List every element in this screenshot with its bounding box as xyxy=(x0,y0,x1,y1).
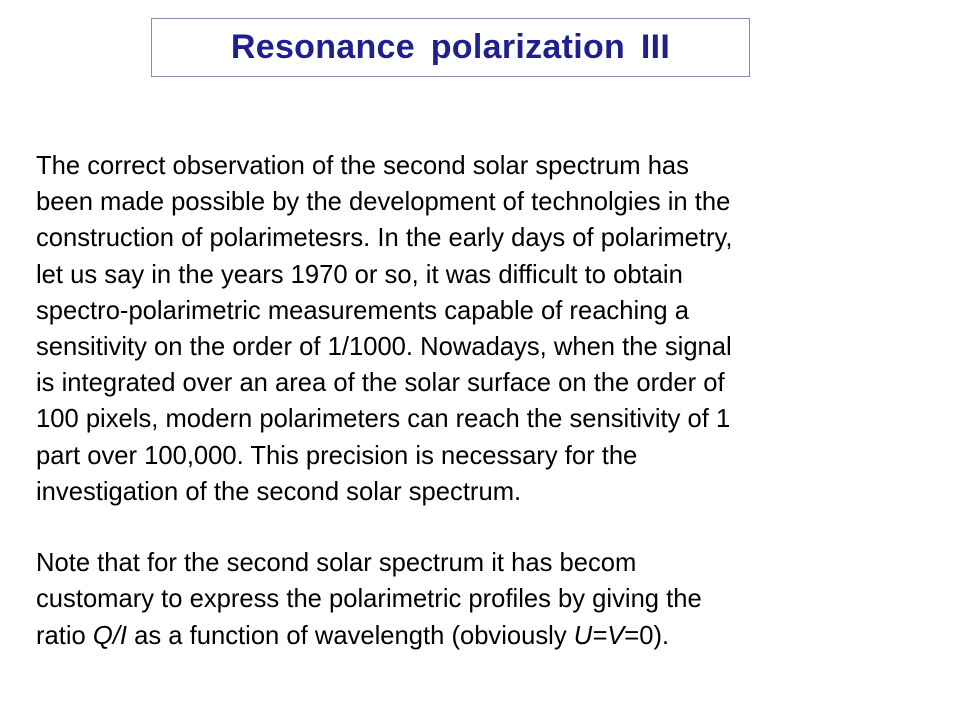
italic-variable-uv: U=V xyxy=(573,621,625,650)
paragraph-1-line: investigation of the second solar spectr… xyxy=(36,477,522,506)
paragraph-1-line: part over 100,000. This precision is nec… xyxy=(36,441,638,470)
italic-variable-qi: Q/I xyxy=(92,621,128,650)
slide-body: The correct observation of the second so… xyxy=(36,148,936,654)
paragraph-1-line: let us say in the years 1970 or so, it w… xyxy=(36,260,683,289)
text-fragment: as a function of wavelength (obviously xyxy=(127,621,574,650)
paragraph-1-line: is integrated over an area of the solar … xyxy=(36,369,725,398)
paragraph-2-line: customary to express the polarimetric pr… xyxy=(36,585,702,614)
paragraph-1-line: been made possible by the development of… xyxy=(36,188,731,217)
paragraph-1-line: sensitivity on the order of 1/1000. Nowa… xyxy=(36,333,732,362)
paragraph-2-line-3: ratio Q/I as a function of wavelength (o… xyxy=(36,618,936,654)
paragraph-1-line: spectro-polarimetric measurements capabl… xyxy=(36,296,689,325)
paragraph-1-line: The correct observation of the second so… xyxy=(36,152,689,180)
text-fragment: ratio xyxy=(36,621,93,650)
slide-title-box: Resonance polarization III xyxy=(151,18,750,77)
paragraph-2-line: Note that for the second solar spectrum … xyxy=(36,549,637,578)
paragraph-1-line: 100 pixels, modern polarimeters can reac… xyxy=(36,405,731,434)
paragraph-spacer xyxy=(36,510,936,545)
slide-title: Resonance polarization III xyxy=(230,28,671,66)
text-fragment: =0). xyxy=(624,621,670,650)
paragraph-1-line: construction of polarimetesrs. In the ea… xyxy=(36,224,733,253)
